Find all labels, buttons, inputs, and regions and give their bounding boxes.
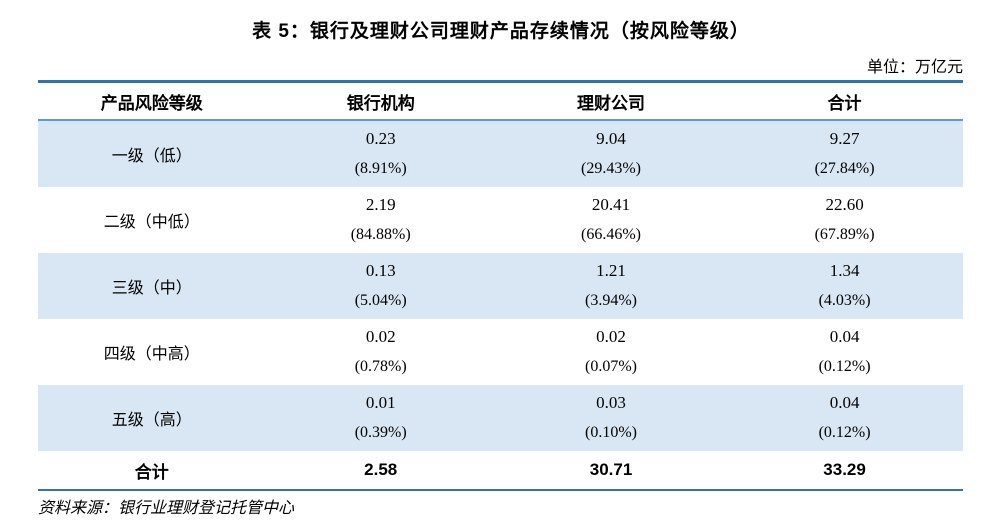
cell-bank: 0.01 (0.39%): [266, 385, 496, 451]
cell-value: 9.27: [829, 129, 860, 148]
cell-value: 0.23: [365, 129, 396, 148]
cell-total: 0.04 (0.12%): [726, 385, 963, 451]
table-title: 表 5：银行及理财公司理财产品存续情况（按风险等级）: [252, 21, 750, 42]
header-bank-institution: 银行机构: [346, 93, 415, 113]
table-row: 二级（中低） 2.19 (84.88%) 20.41 (66.46%) 22.6…: [38, 187, 963, 253]
cell-bank: 0.13 (5.04%): [266, 253, 496, 319]
cell-percent: (0.07%): [585, 358, 637, 375]
table-total-row: 合计 2.58 30.71 33.29: [38, 451, 963, 491]
cell-percent: (27.84%): [814, 160, 875, 177]
cell-value: 0.13: [365, 261, 396, 280]
table-row: 三级（中） 0.13 (5.04%) 1.21 (3.94%) 1.34 (4.…: [38, 253, 963, 319]
cell-value: 0.01: [365, 393, 396, 412]
cell-percent: (0.78%): [354, 358, 407, 375]
header-wealth-company: 理财公司: [577, 93, 646, 113]
cell-percent: (0.39%): [354, 424, 407, 441]
header-total: 合计: [827, 93, 862, 113]
risk-level-table: 产品风险等级 银行机构 理财公司 合计 一级（低） 0.23 (8.91%) 9…: [38, 80, 963, 491]
header-risk-level: 产品风险等级: [100, 93, 203, 113]
cell-value: 22.60: [825, 195, 864, 214]
cell-wmc: 20.41 (66.46%): [496, 187, 726, 253]
cell-value: 0.03: [596, 393, 626, 412]
cell-value: 20.41: [591, 195, 631, 214]
total-row-label: 合计: [134, 462, 169, 482]
cell-percent: (8.91%): [354, 160, 407, 177]
total-wmc-value: 30.71: [589, 460, 633, 479]
cell-percent: (29.43%): [581, 160, 641, 177]
cell-percent: (5.04%): [354, 292, 407, 309]
cell-percent: (0.12%): [818, 358, 871, 375]
cell-percent: (0.12%): [818, 424, 871, 441]
total-total-value: 33.29: [823, 460, 866, 479]
cell-percent: (67.89%): [814, 226, 875, 243]
cell-value: 0.02: [365, 327, 396, 346]
cell-percent: (3.94%): [585, 292, 637, 309]
cell-total: 0.04 (0.12%): [726, 319, 963, 385]
row-label: 五级（高）: [111, 412, 192, 429]
cell-percent: (4.03%): [818, 292, 871, 309]
unit-label: 单位：万亿元: [866, 59, 963, 76]
cell-wmc: 1.21 (3.94%): [496, 253, 726, 319]
row-label: 二级（中低）: [103, 214, 200, 231]
cell-percent: (0.10%): [585, 424, 637, 441]
cell-percent: (66.46%): [581, 226, 641, 243]
cell-value: 1.34: [829, 261, 860, 280]
cell-percent: (84.88%): [350, 226, 411, 243]
cell-wmc: 9.04 (29.43%): [496, 121, 726, 187]
table-row: 一级（低） 0.23 (8.91%) 9.04 (29.43%) 9.27 (2…: [38, 121, 963, 187]
cell-value: 0.04: [829, 393, 860, 412]
cell-total: 9.27 (27.84%): [726, 121, 963, 187]
cell-bank: 2.19 (84.88%): [266, 187, 496, 253]
cell-value: 9.04: [596, 129, 626, 148]
cell-total: 1.34 (4.03%): [726, 253, 963, 319]
cell-wmc: 0.02 (0.07%): [496, 319, 726, 385]
cell-total: 22.60 (67.89%): [726, 187, 963, 253]
cell-value: 2.19: [365, 195, 396, 214]
cell-bank: 0.23 (8.91%): [266, 121, 496, 187]
cell-bank: 0.02 (0.78%): [266, 319, 496, 385]
total-bank-value: 2.58: [364, 460, 398, 479]
row-label: 四级（中高）: [103, 346, 200, 363]
cell-wmc: 0.03 (0.10%): [496, 385, 726, 451]
table-row: 五级（高） 0.01 (0.39%) 0.03 (0.10%) 0.04 (0.…: [38, 385, 963, 451]
cell-value: 0.02: [596, 327, 626, 346]
table-row: 四级（中高） 0.02 (0.78%) 0.02 (0.07%) 0.04 (0…: [38, 319, 963, 385]
row-label: 一级（低）: [111, 148, 192, 165]
cell-value: 0.04: [829, 327, 860, 346]
data-source-note: 资料来源：银行业理财登记托管中心: [38, 500, 295, 517]
row-label: 三级（中）: [111, 280, 192, 297]
table-header-row: 产品风险等级 银行机构 理财公司 合计: [38, 83, 963, 121]
cell-value: 1.21: [596, 261, 626, 280]
